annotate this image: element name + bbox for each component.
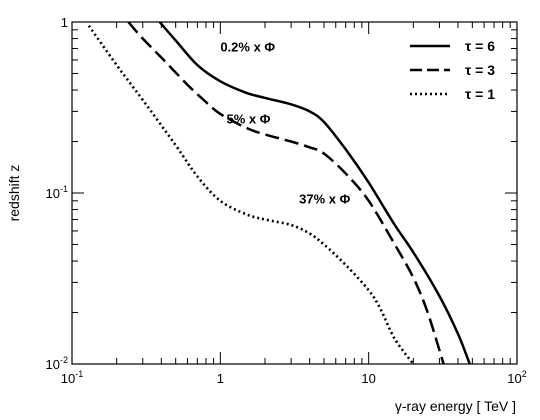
y-tick-label: 10-2 xyxy=(46,355,68,372)
y-tick-label: 1 xyxy=(61,15,68,30)
x-axis-ticks xyxy=(71,22,511,364)
curve-annotation: 5% x Φ xyxy=(226,111,270,126)
y-axis-tick-labels: 10-2 10-1 1 xyxy=(46,15,68,372)
x-axis-tick-labels: 10-1 1 10 102 xyxy=(61,369,527,386)
y-tick-label: 10-1 xyxy=(46,184,68,201)
series-lines xyxy=(87,21,471,365)
curve-annotation: 37% x Φ xyxy=(299,191,350,206)
annotations: 0.2% x Φ 5% x Φ 37% x Φ xyxy=(220,40,350,207)
curve-annotation: 0.2% x Φ xyxy=(220,40,275,55)
x-tick-label: 102 xyxy=(507,369,526,386)
legend: τ = 6 τ = 3 τ = 1 xyxy=(410,38,495,102)
y-axis-ticks xyxy=(72,29,517,365)
legend-label: τ = 1 xyxy=(465,86,495,102)
legend-label: τ = 6 xyxy=(465,38,495,54)
x-tick-label: 1 xyxy=(217,371,224,386)
y-axis-title: redshift z xyxy=(6,165,22,222)
series-line-dotted xyxy=(87,25,415,365)
x-tick-label: 10-1 xyxy=(61,369,83,386)
series-line-dashed xyxy=(127,21,445,365)
x-axis-title: γ-ray energy [ TeV ] xyxy=(395,398,516,414)
x-tick-label: 10 xyxy=(361,371,375,386)
legend-label: τ = 3 xyxy=(465,62,495,78)
plot-frame xyxy=(71,21,518,365)
series-line-solid xyxy=(158,21,471,365)
